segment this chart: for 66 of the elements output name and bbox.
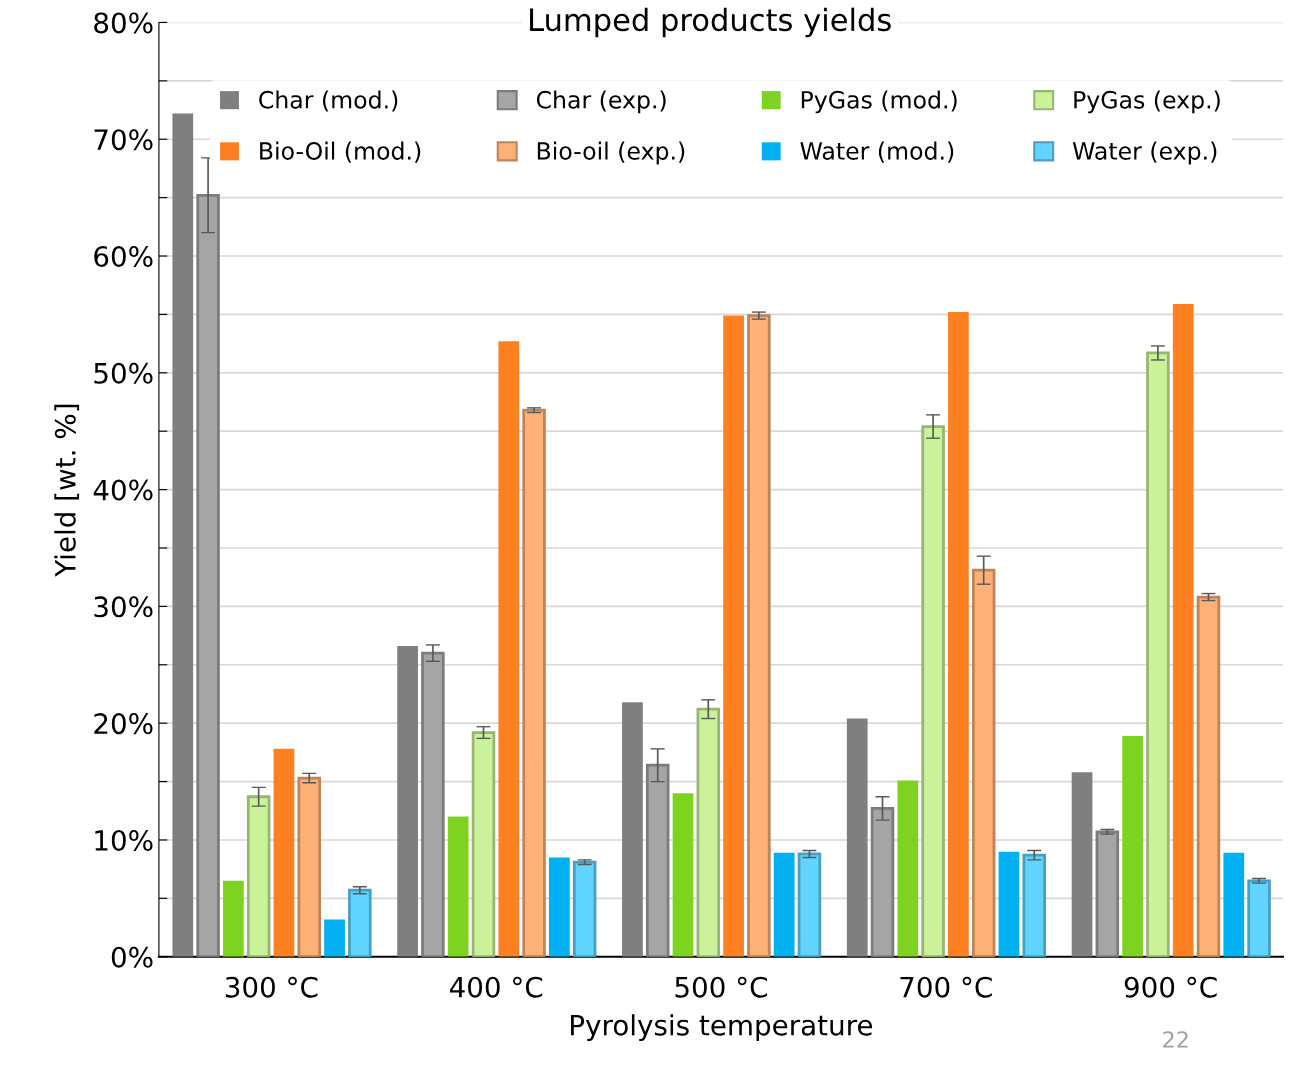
bar bbox=[548, 857, 570, 957]
bar bbox=[172, 113, 194, 957]
legend-label: Char (exp.) bbox=[536, 90, 666, 114]
bar bbox=[870, 807, 895, 957]
bar bbox=[948, 312, 969, 957]
bar bbox=[324, 919, 345, 957]
bar bbox=[273, 748, 295, 957]
bar bbox=[447, 816, 469, 957]
legend-label: PyGas (exp.) bbox=[1074, 90, 1220, 114]
text: 22 bbox=[1163, 1031, 1188, 1048]
legend-label: Bio-oil (exp.) bbox=[537, 141, 685, 165]
bar bbox=[246, 795, 271, 957]
legend-label: PyGas (mod.) bbox=[801, 90, 957, 114]
bar bbox=[1022, 853, 1047, 957]
y-tick-label: 50% bbox=[94, 362, 153, 384]
bar bbox=[498, 341, 520, 957]
y-tick-label: 60% bbox=[94, 245, 153, 267]
bar bbox=[1247, 879, 1271, 957]
chart-title: Lumped products yields bbox=[530, 7, 891, 38]
y-tick-label: 0% bbox=[111, 946, 153, 968]
y-tick-label: 10% bbox=[95, 829, 153, 851]
legend-label: Water (mod.) bbox=[800, 141, 954, 163]
bar bbox=[397, 646, 418, 957]
y-axis-title: Yield [wt. %] bbox=[54, 404, 80, 577]
bar bbox=[348, 888, 372, 957]
bar bbox=[1095, 830, 1120, 957]
bar bbox=[645, 763, 670, 957]
bar bbox=[471, 731, 496, 957]
y-tick-label: 80% bbox=[94, 12, 153, 34]
bar bbox=[1172, 303, 1194, 957]
bar bbox=[1223, 852, 1245, 957]
bar bbox=[921, 425, 945, 957]
bar bbox=[797, 852, 822, 957]
bar bbox=[223, 880, 244, 957]
x-tick-label: 900 °C bbox=[1124, 976, 1217, 998]
x-tick-label: 500 °C bbox=[675, 976, 767, 998]
bar bbox=[971, 568, 996, 957]
y-tick-label: 30% bbox=[94, 596, 153, 618]
bar bbox=[723, 315, 744, 957]
bar bbox=[747, 314, 771, 957]
bar bbox=[1071, 772, 1093, 957]
legend-label: Water (exp.) bbox=[1072, 141, 1217, 165]
bar bbox=[622, 702, 643, 957]
y-tick-label: 70% bbox=[94, 129, 153, 151]
bar bbox=[297, 776, 322, 957]
bar bbox=[1146, 351, 1170, 957]
bar bbox=[1122, 736, 1143, 957]
y-tick-label: 20% bbox=[94, 713, 153, 735]
legend-label: Bio-Oil (mod.) bbox=[260, 141, 421, 163]
bar bbox=[696, 707, 721, 957]
bar bbox=[846, 718, 868, 957]
x-tick-label: 300 °C bbox=[225, 976, 318, 998]
bar bbox=[421, 651, 445, 957]
bar bbox=[773, 852, 795, 957]
bar bbox=[572, 860, 597, 957]
y-tick-label: 40% bbox=[93, 479, 153, 501]
bar bbox=[998, 851, 1020, 957]
x-tick-label: 400 °C bbox=[449, 976, 543, 998]
x-tick-label: 700 °C bbox=[900, 976, 992, 998]
x-axis-title: Pyrolysis temperature bbox=[571, 1014, 873, 1042]
bar bbox=[522, 408, 546, 957]
legend-label: Char (mod.) bbox=[259, 90, 398, 112]
bar bbox=[1196, 595, 1221, 957]
bar bbox=[196, 193, 220, 957]
bar bbox=[897, 780, 919, 957]
bar bbox=[672, 793, 694, 957]
